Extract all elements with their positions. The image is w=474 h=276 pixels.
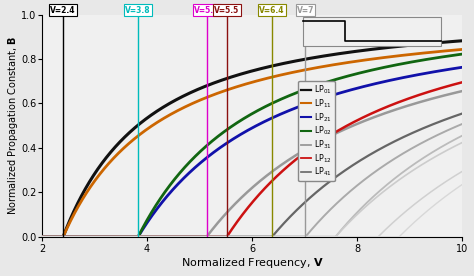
Text: V=5.1: V=5.1: [194, 6, 219, 15]
Text: V=7: V=7: [297, 6, 314, 15]
Text: V=6.4: V=6.4: [259, 6, 285, 15]
X-axis label: Normalized Frequency, $\mathbf{V}$: Normalized Frequency, $\mathbf{V}$: [181, 256, 324, 270]
Legend: LP$_{01}$, LP$_{11}$, LP$_{21}$, LP$_{02}$, LP$_{31}$, LP$_{12}$, LP$_{41}$: LP$_{01}$, LP$_{11}$, LP$_{21}$, LP$_{02…: [298, 81, 335, 181]
Text: V=5.5: V=5.5: [214, 6, 239, 15]
Text: V=3.8: V=3.8: [125, 6, 151, 15]
Text: V=2.4: V=2.4: [50, 6, 76, 15]
FancyBboxPatch shape: [302, 17, 441, 46]
Y-axis label: Normalized Propagation Constant, $\mathbf{B}$: Normalized Propagation Constant, $\mathb…: [6, 36, 19, 215]
